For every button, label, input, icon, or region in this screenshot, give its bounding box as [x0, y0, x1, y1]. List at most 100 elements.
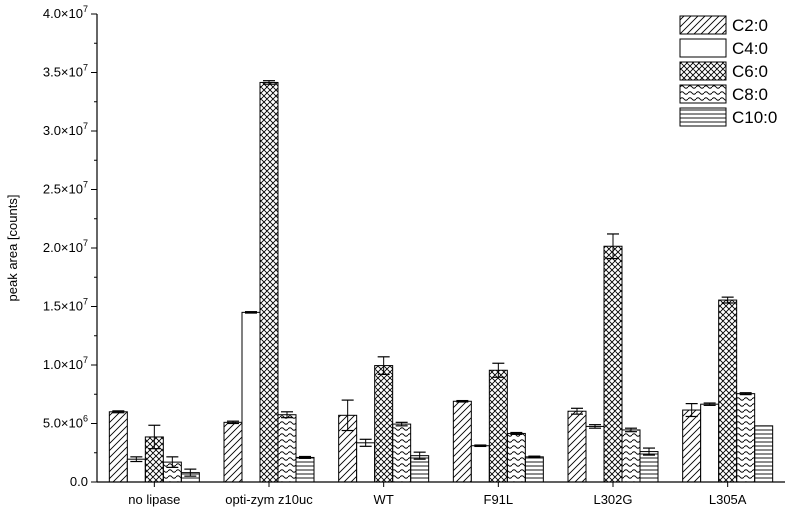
y-tick-exponent: 7	[83, 355, 88, 365]
error-bar-C6-0-5	[721, 296, 734, 304]
error-bar-C4-0-5	[703, 402, 716, 406]
error-bar-C6-0-4	[607, 233, 619, 260]
bar-C10-0-3	[524, 456, 544, 483]
bar-C8-0-5	[736, 393, 756, 483]
bar-C8-0-4	[621, 429, 641, 483]
y-tick-exponent: 7	[83, 180, 88, 190]
y-tick-mantissa: 3.0×10	[43, 123, 83, 138]
y-tick-label: 3.5×107	[43, 63, 88, 80]
error-bar-C4-0-4	[589, 424, 601, 429]
error-bar-C4-0-3	[474, 444, 487, 448]
y-tick-mantissa: 3.5×10	[43, 65, 83, 80]
bar-C8-0-3	[506, 432, 526, 483]
bar-C2-0-0	[108, 411, 128, 483]
error-bar-C8-0-3	[510, 431, 523, 435]
legend-item-C8-0: C8:0	[679, 84, 768, 104]
error-bar-C2-0-0	[112, 410, 125, 414]
legend-swatch	[679, 84, 727, 104]
legend-label: C8:0	[732, 85, 768, 104]
error-bar-C6-0-1	[263, 80, 275, 85]
error-bar-C2-0-5	[685, 403, 698, 418]
error-bar-C10-0-0	[184, 468, 197, 477]
bar-C10-0-4	[639, 451, 659, 483]
y-tick-label: 0.0	[70, 474, 88, 489]
bar-C2-0-5	[682, 409, 702, 483]
error-bar-C4-0-0	[130, 456, 143, 463]
bar-C6-0-1	[259, 81, 279, 483]
error-bar-C8-0-1	[281, 411, 293, 419]
bar-C6-0-2	[374, 365, 394, 483]
error-bar-C6-0-2	[377, 356, 390, 375]
y-tick-label: 2.5×107	[43, 180, 88, 197]
x-tick-label: F91L	[484, 492, 514, 507]
legend-swatch	[679, 15, 727, 35]
legend-label: C4:0	[732, 39, 768, 58]
y-tick-mantissa: 5.0×10	[43, 416, 83, 431]
legend-item-C4-0: C4:0	[679, 38, 768, 58]
bar-C4-0-4	[585, 425, 605, 483]
error-bar-C8-0-0	[166, 456, 179, 468]
bar-C6-0-3	[488, 369, 508, 483]
y-tick-label: 3.0×107	[43, 121, 88, 138]
error-bar-C4-0-1	[245, 311, 257, 314]
error-bar-C10-0-2	[413, 451, 426, 460]
legend-item-C10-0: C10:0	[679, 107, 777, 127]
bar-C8-0-2	[392, 423, 412, 483]
x-tick-label: L302G	[593, 492, 632, 507]
error-bar-C8-0-4	[625, 427, 637, 433]
legend-swatch	[679, 107, 727, 127]
bar-C4-0-2	[356, 442, 376, 483]
y-tick-mantissa: 2.5×10	[43, 182, 83, 197]
bar-C6-0-5	[718, 299, 738, 483]
error-bar-C10-0-4	[643, 447, 655, 456]
y-tick-exponent: 7	[83, 121, 88, 131]
legend-label: C10:0	[732, 108, 777, 127]
bar-C4-0-3	[470, 445, 490, 483]
error-bar-C4-0-2	[359, 438, 372, 447]
y-tick-label: 2.0×107	[43, 238, 88, 255]
legend-label: C2:0	[732, 16, 768, 35]
x-tick-label: no lipase	[128, 492, 180, 507]
bar-C2-0-4	[567, 410, 587, 483]
y-tick-mantissa: 4.0×10	[43, 6, 83, 21]
legend-item-C6-0: C6:0	[679, 61, 768, 81]
legend-item-C2-0: C2:0	[679, 15, 768, 35]
y-tick-mantissa: 1.0×10	[43, 357, 83, 372]
error-bar-C10-0-3	[528, 455, 541, 459]
bar-C10-0-5	[754, 425, 774, 483]
error-bar-C2-0-3	[456, 399, 469, 403]
y-tick-exponent: 7	[83, 4, 88, 14]
error-bar-C6-0-0	[148, 424, 161, 450]
y-tick-label: 1.5×107	[43, 297, 88, 314]
x-tick-label: opti-zym z10uc	[225, 492, 313, 507]
legend-label: C6:0	[732, 62, 768, 81]
bar-C4-0-1	[241, 311, 261, 483]
x-tick-label: L305A	[709, 492, 747, 507]
bar-C2-0-3	[452, 400, 472, 483]
error-bar-C8-0-5	[739, 392, 752, 396]
y-tick-mantissa: 2.0×10	[43, 240, 83, 255]
bar-C10-0-1	[295, 456, 315, 483]
y-tick-exponent: 7	[83, 238, 88, 248]
error-bar-C2-0-2	[341, 399, 354, 432]
legend-swatch	[679, 61, 727, 81]
y-tick-label: 4.0×107	[43, 4, 88, 21]
error-bar-C6-0-3	[492, 362, 505, 378]
x-tick-label: WT	[374, 492, 394, 507]
bar-C2-0-1	[223, 421, 243, 483]
y-tick-mantissa: 1.5×10	[43, 299, 83, 314]
y-tick-exponent: 7	[83, 63, 88, 73]
bar-C6-0-4	[603, 245, 623, 483]
y-tick-exponent: 6	[83, 414, 88, 424]
y-axis-title: peak area [counts]	[5, 195, 20, 302]
bar-C4-0-5	[700, 403, 720, 483]
bar-C8-0-1	[277, 414, 297, 483]
y-tick-exponent: 7	[83, 297, 88, 307]
error-bar-C8-0-2	[395, 421, 408, 427]
error-bar-C2-0-4	[571, 407, 583, 415]
error-bar-C10-0-1	[299, 455, 311, 459]
error-bar-C2-0-1	[227, 420, 239, 425]
legend-swatch	[679, 38, 727, 58]
bar-C4-0-0	[126, 458, 146, 483]
